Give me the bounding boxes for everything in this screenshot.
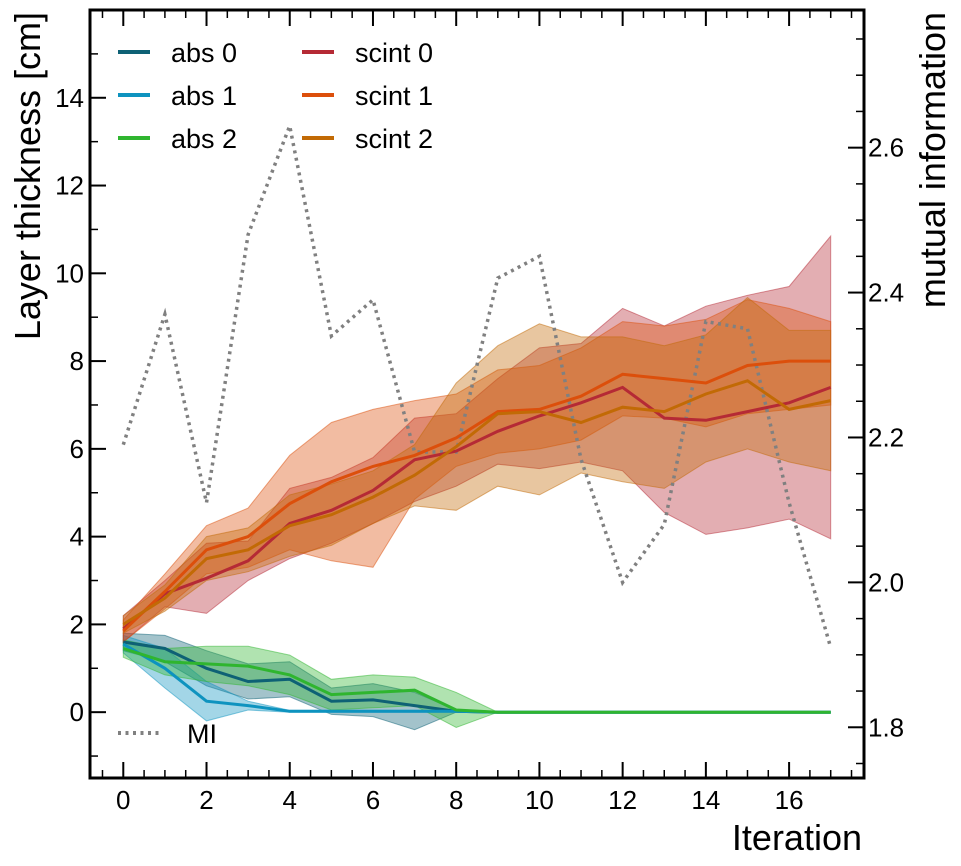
band-scint-2	[122, 296, 832, 635]
y-tick-label: 10	[55, 258, 84, 288]
y2-tick-label: 2.2	[868, 422, 904, 452]
legend-label: abs 0	[171, 38, 237, 68]
x-tick-label: 0	[116, 785, 130, 815]
x-tick-label: 12	[608, 785, 637, 815]
legend-label: abs 2	[171, 124, 237, 154]
y2-tick-label: 2.6	[868, 133, 904, 163]
legend-label-mi: MI	[187, 719, 217, 749]
band-scint-0	[122, 234, 832, 644]
line-scint-2	[122, 379, 832, 626]
y-tick-label: 4	[70, 522, 84, 552]
x-tick-label: 8	[449, 785, 463, 815]
legend: abs 0 abs 1 abs 2 scint 0 scint 1 scint 2 MI	[118, 38, 433, 749]
y-tick-label: 6	[70, 434, 84, 464]
y-tick-label: 8	[70, 346, 84, 376]
y2-axis-label: mutual information	[912, 12, 953, 308]
y-tick-label: 2	[70, 609, 84, 639]
y-axis-label: Layer thickness [cm]	[7, 12, 48, 340]
y-tick-label: 0	[70, 697, 84, 727]
y2-tick-label: 1.8	[868, 712, 904, 742]
x-tick-label: 14	[691, 785, 720, 815]
x-tick-label: 6	[366, 785, 380, 815]
uncertainty-bands	[122, 234, 832, 731]
x-tick-label: 10	[525, 785, 554, 815]
line-scint-0	[122, 385, 832, 630]
y-tick-label: 12	[55, 171, 84, 201]
y-tick-label: 14	[55, 83, 84, 113]
legend-label: scint 0	[355, 38, 433, 68]
line-scint-1	[122, 359, 831, 633]
x-axis-label: Iteration	[732, 817, 862, 858]
legend-label: abs 1	[171, 81, 237, 111]
axes: 0 2 4 6 8 10 12 14 16 0 2 4 6 8 10 12 14 1.8 2.0 2.2 2.4 2.6	[55, 8, 904, 815]
legend-label: scint 2	[355, 124, 433, 154]
y2-tick-label: 2.0	[868, 567, 904, 597]
x-tick-label: 16	[775, 785, 804, 815]
y2-tick-label: 2.4	[868, 278, 904, 308]
series-lines	[121, 119, 833, 714]
x-tick-label: 2	[199, 785, 213, 815]
legend-label: scint 1	[355, 81, 433, 111]
x-tick-label: 4	[283, 785, 297, 815]
line-mi	[121, 119, 833, 649]
line-abs-2	[122, 647, 831, 714]
